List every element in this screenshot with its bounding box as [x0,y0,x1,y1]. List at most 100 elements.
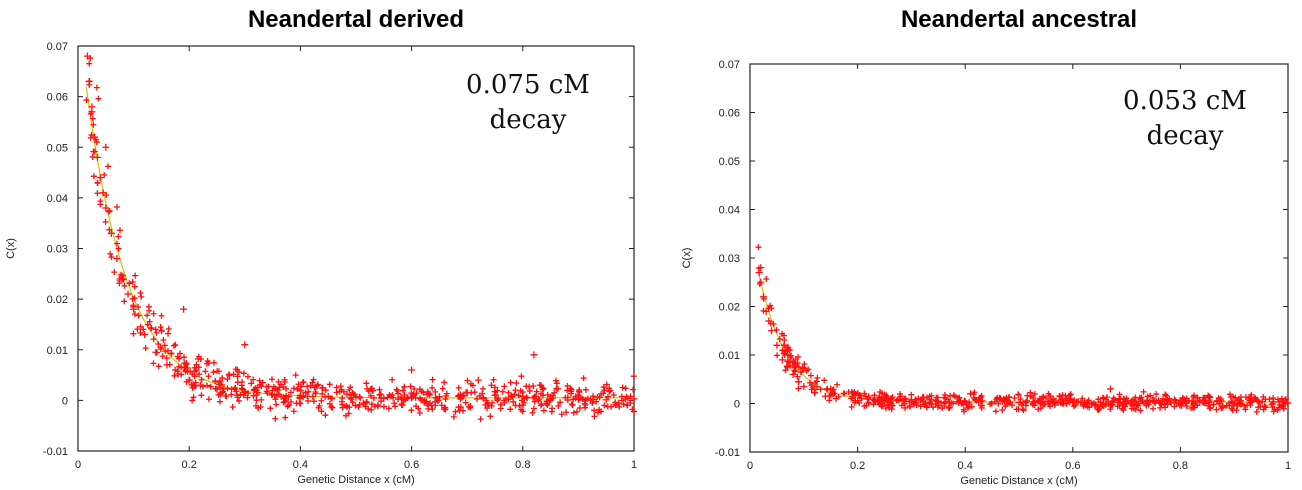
data-point [595,409,602,416]
data-point [408,394,416,402]
data-point [968,403,975,410]
data-point [1137,407,1144,414]
data-point [1189,404,1196,411]
data-point [364,385,371,392]
data-point [171,372,178,379]
data-point [188,381,195,388]
data-point [102,218,109,225]
data-point [389,376,396,383]
data-point [96,174,104,182]
data-point [1206,393,1213,400]
data-point [832,395,840,403]
data-point [362,403,369,410]
data-point [630,386,637,393]
data-point [570,409,577,416]
data-point [248,380,255,387]
data-point [450,413,457,420]
data-point [326,381,333,388]
data-point [164,347,171,354]
y-tick-label: 0.03 [719,253,740,265]
data-point [947,392,954,399]
x-tick-label: 0.4 [958,460,973,472]
data-point [93,84,100,91]
data-point [377,391,384,398]
data-point [1162,391,1169,398]
data-point [352,402,359,409]
y-tick-label: 0 [62,395,68,407]
data-point [1210,401,1217,408]
data-point [988,400,995,407]
data-point [198,376,205,383]
data-point [161,342,168,349]
data-point [1232,394,1239,401]
data-point [270,383,277,390]
data-point [1015,399,1023,407]
data-point [888,406,895,413]
data-point [150,360,157,367]
data-point [115,245,122,252]
data-point [757,278,765,286]
data-point [917,403,924,410]
data-point [346,386,353,393]
data-point [488,382,495,389]
data-point [558,411,565,418]
data-point [1253,408,1260,415]
data-point [132,272,139,279]
data-point [278,393,285,400]
data-point [1274,407,1281,414]
decay-annotation: 0.053 cM [1123,86,1247,116]
data-point [389,392,396,399]
data-point [480,394,487,401]
data-point [497,405,504,412]
data-point [244,394,251,401]
data-point [915,395,922,402]
data-point [400,397,407,404]
data-point [202,368,209,375]
data-point [99,189,107,197]
data-point [1248,391,1255,398]
data-point [237,391,244,398]
data-point [513,380,520,387]
y-tick-label: 0.03 [47,244,68,256]
x-tick-label: 0.6 [1065,460,1080,472]
data-point [157,324,164,331]
data-point [531,393,538,400]
data-point [803,367,810,374]
data-point [799,365,806,372]
data-point [85,77,93,85]
data-point [391,400,398,407]
data-point [494,397,501,404]
data-point [345,410,352,417]
data-point [1046,392,1053,399]
data-point [113,204,120,211]
data-point [94,190,101,197]
data-point [220,385,227,392]
data-point [773,341,781,349]
data-point [1041,401,1048,408]
data-point [854,397,862,405]
data-point [244,373,251,380]
data-point [501,397,508,404]
data-point [477,416,484,423]
data-point [593,398,600,405]
data-point [902,395,909,402]
data-point [624,402,631,409]
data-point [591,407,598,414]
data-point [1079,395,1086,402]
data-point [1262,404,1269,411]
data-point [464,377,471,384]
data-point [1110,395,1117,402]
data-point [189,384,196,391]
y-tick-label: 0.01 [47,345,68,357]
x-tick-label: 1 [631,459,637,471]
data-point [207,383,214,390]
data-point [333,389,340,396]
data-point [999,406,1006,413]
chart-title-right: Neandertal ancestral [900,6,1138,33]
data-point [1127,401,1134,408]
data-point [324,392,332,400]
data-point [978,402,985,409]
data-point [432,398,439,405]
data-point [138,293,145,300]
data-point [996,395,1003,402]
